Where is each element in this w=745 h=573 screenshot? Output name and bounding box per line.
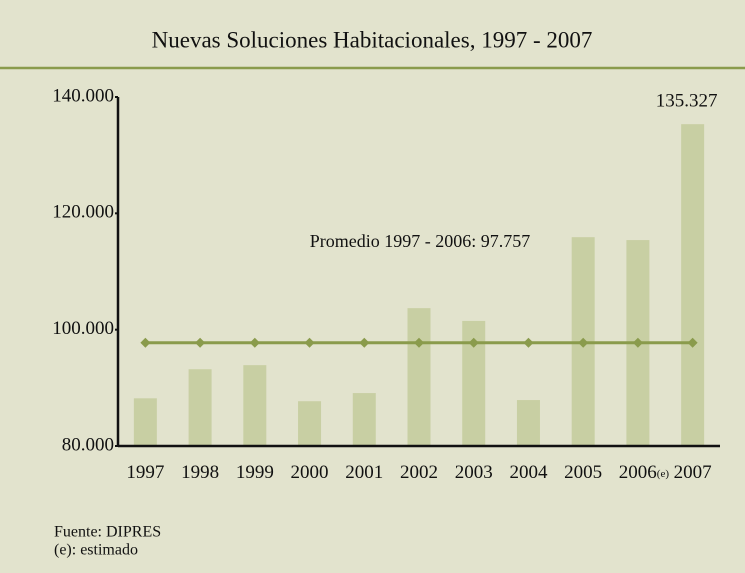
average-marker <box>687 337 698 348</box>
average-marker <box>414 337 424 348</box>
x-tick-label: 2004 <box>509 462 548 483</box>
x-tick-text: 2000 <box>291 462 329 483</box>
bar <box>516 400 540 446</box>
chart-title: Nuevas Soluciones Habitacionales, 1997 -… <box>152 27 593 52</box>
average-marker <box>304 337 315 348</box>
note: (e): estimado <box>54 542 138 559</box>
x-tick-label: 2003 <box>455 462 493 483</box>
x-tick-text: 2006 <box>619 462 657 483</box>
source: Fuente: DIPRES <box>54 524 161 541</box>
average-marker <box>523 337 534 348</box>
x-tick-label: 2001 <box>345 462 383 483</box>
x-tick-label: 2006(e) <box>619 462 670 483</box>
x-tick-label: 2002 <box>400 462 438 483</box>
x-tick-label: 2007 <box>674 462 712 483</box>
bar <box>681 124 705 447</box>
x-tick-text: 2005 <box>564 462 602 483</box>
x-tick-label: 2000 <box>291 462 329 483</box>
y-tick-label: 100.000 <box>52 318 114 339</box>
average-marker <box>468 337 479 348</box>
x-tick-text: 1999 <box>236 462 274 483</box>
x-tick-text: 1998 <box>181 462 219 483</box>
x-tick-label: 1997 <box>126 462 164 483</box>
x-tick-text: 2007 <box>674 462 712 483</box>
x-tick-label: 2005 <box>564 462 602 483</box>
y-tick-label: 120.000 <box>52 202 114 223</box>
bar <box>352 393 376 446</box>
y-tick-label: 140.000 <box>52 85 114 106</box>
average-marker <box>249 337 260 348</box>
x-tick-text: 2002 <box>400 462 438 483</box>
y-tick-label: 80.000 <box>62 434 114 455</box>
bar <box>243 365 267 446</box>
average-marker <box>359 337 370 348</box>
x-tick-label: 1998 <box>181 462 219 483</box>
value-label: 135.327 <box>656 91 718 112</box>
average-marker <box>140 337 151 348</box>
bar <box>407 308 431 446</box>
bar <box>298 401 322 446</box>
x-tick-label: 1999 <box>236 462 274 483</box>
average-marker <box>578 337 589 348</box>
average-label: Promedio 1997 - 2006: 97.757 <box>310 231 531 251</box>
bar <box>188 369 212 446</box>
x-tick-text: 2001 <box>345 462 383 483</box>
x-tick-text: 2003 <box>455 462 493 483</box>
bar <box>462 320 486 446</box>
x-tick-text: 1997 <box>126 462 164 483</box>
x-tick-suffix: (e) <box>657 468 670 480</box>
bar <box>133 398 157 446</box>
average-marker <box>632 337 643 348</box>
average-marker <box>195 337 206 348</box>
x-tick-text: 2004 <box>509 462 548 483</box>
